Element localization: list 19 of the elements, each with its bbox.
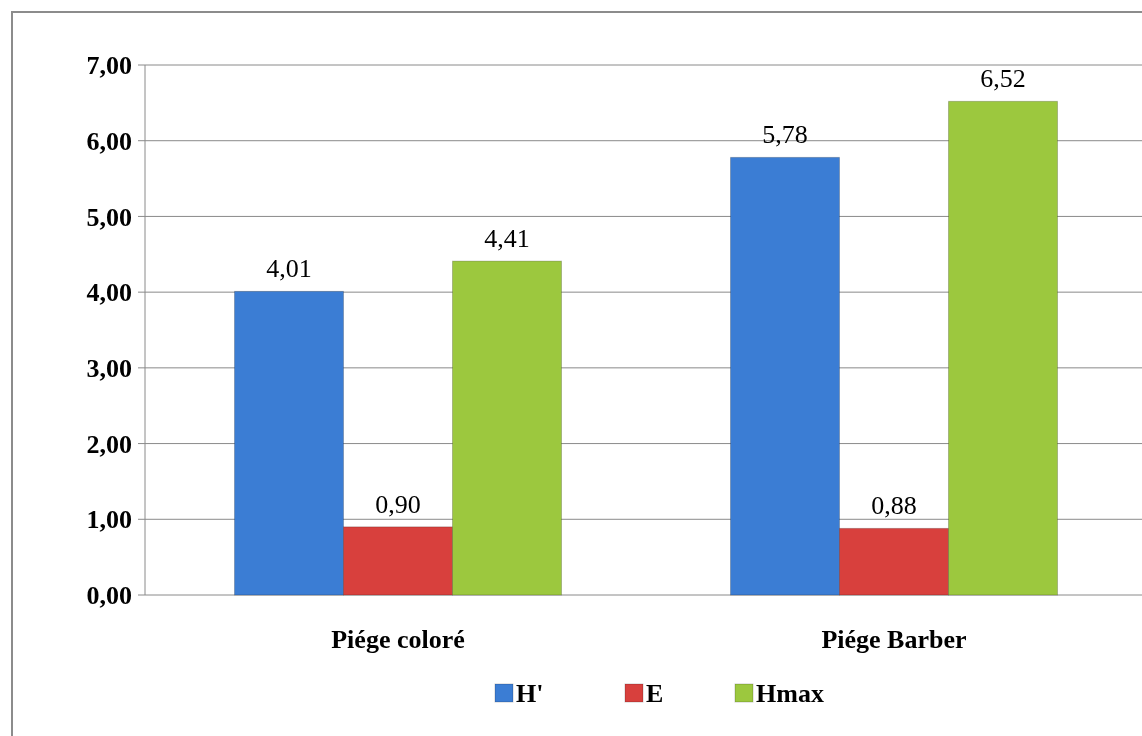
data-label: 0,90 xyxy=(375,489,421,519)
legend-label: H' xyxy=(516,679,544,708)
legend-label: E xyxy=(646,679,664,708)
data-label: 6,52 xyxy=(980,64,1026,94)
y-tick-label: 7,00 xyxy=(86,51,132,81)
data-label: 5,78 xyxy=(762,120,808,150)
y-tick-label: 4,00 xyxy=(86,278,132,308)
y-tick-label: 3,00 xyxy=(86,353,132,383)
data-label: 4,01 xyxy=(266,254,312,284)
data-label: 4,41 xyxy=(484,224,530,254)
y-tick-label: 6,00 xyxy=(86,126,132,156)
data-label: 0,88 xyxy=(871,491,917,521)
y-tick-label: 1,00 xyxy=(86,505,132,535)
x-tick-label: Piége Barber xyxy=(821,625,967,654)
x-tick-label: Piége coloré xyxy=(331,625,465,654)
y-tick-label: 2,00 xyxy=(86,429,132,459)
y-tick-label: 5,00 xyxy=(86,202,132,232)
legend-label: Hmax xyxy=(756,679,824,708)
y-tick-label: 0,00 xyxy=(86,581,132,611)
